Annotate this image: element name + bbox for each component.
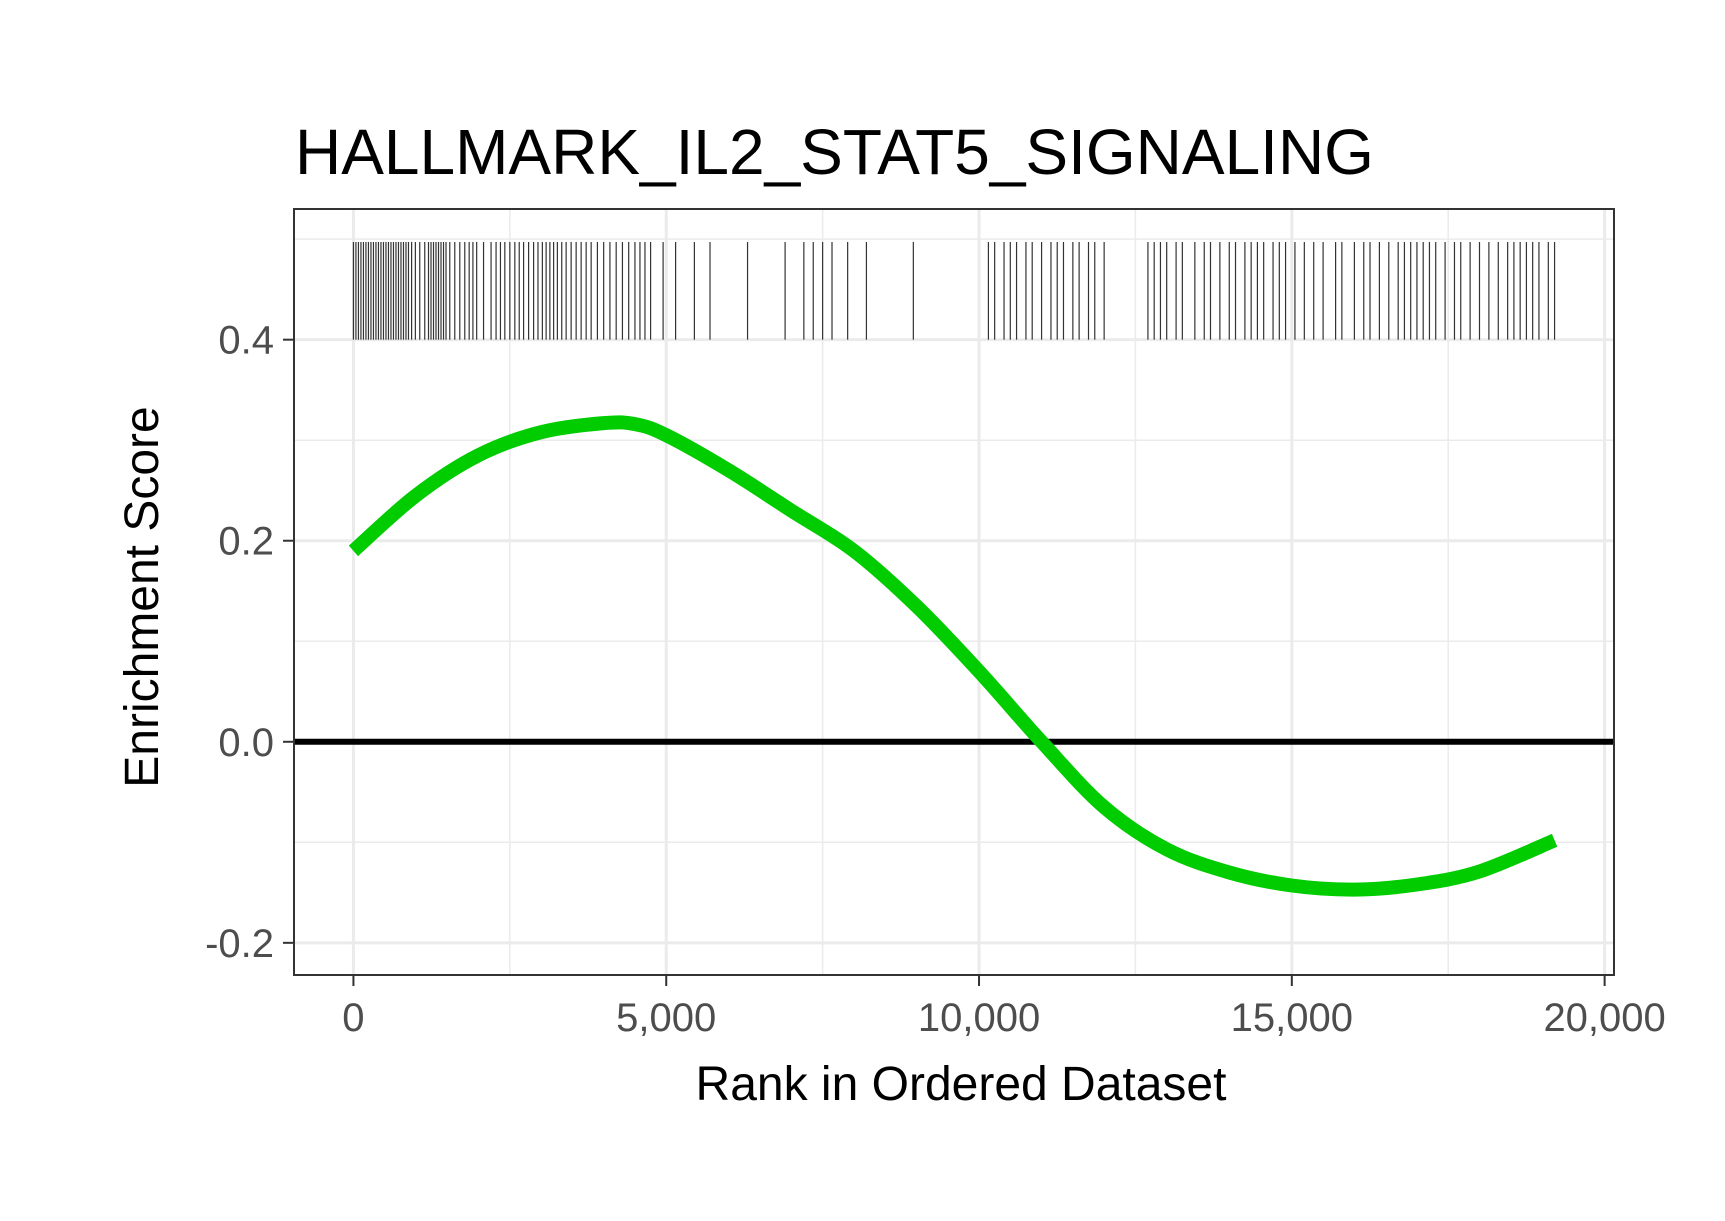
enrichment-score-line (348, 415, 1558, 897)
x-tick-label: 20,000 (1543, 996, 1665, 1040)
y-tick-label: -0.2 (205, 922, 274, 966)
x-axis-ticks: 0 5,000 10,000 15,000 20,000 (342, 975, 1666, 1040)
chart-title: HALLMARK_IL2_STAT5_SIGNALING (295, 116, 1374, 188)
y-axis-label: Enrichment Score (116, 406, 169, 788)
panel-border (293, 208, 1615, 976)
y-tick-label: 0.2 (218, 520, 274, 564)
grid-lines (294, 209, 1614, 975)
y-tick-label: 0.0 (218, 721, 274, 765)
y-tick-label: 0.4 (218, 319, 274, 363)
x-tick-label: 0 (342, 996, 364, 1040)
gene-hit-rug (352, 242, 1556, 340)
x-tick-label: 15,000 (1231, 996, 1353, 1040)
y-axis-ticks: -0.2 0.0 0.2 0.4 (205, 319, 294, 966)
x-tick-label: 10,000 (918, 996, 1040, 1040)
x-tick-label: 5,000 (616, 996, 716, 1040)
x-axis-label: Rank in Ordered Dataset (696, 1058, 1227, 1111)
